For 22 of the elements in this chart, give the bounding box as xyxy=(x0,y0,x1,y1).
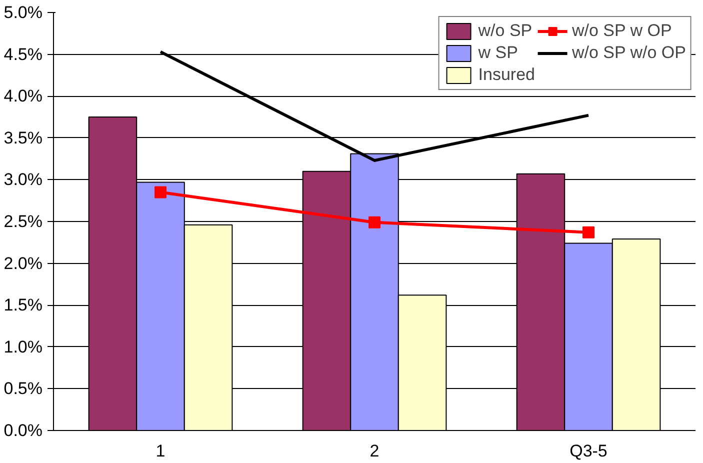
y-tick-label: 1.5% xyxy=(4,296,42,315)
legend-label: Insured xyxy=(478,65,535,85)
legend-label: w SP xyxy=(478,43,518,63)
legend-label: w/o SP w/o OP xyxy=(572,43,686,63)
y-tick-label: 4.5% xyxy=(4,44,42,64)
point xyxy=(154,186,166,198)
point xyxy=(582,226,594,238)
y-tick-label: 0.5% xyxy=(4,379,42,398)
legend-label: w/o SP w OP xyxy=(572,21,672,41)
point xyxy=(368,216,380,228)
y-tick-label: 2.0% xyxy=(4,254,42,273)
y-tick-label: 1.0% xyxy=(4,337,42,356)
y-tick-label: 3.5% xyxy=(4,128,42,148)
y-tick-label: 4.0% xyxy=(4,86,42,106)
y-tick-label: 0.0% xyxy=(4,421,42,440)
legend-label: w/o SP xyxy=(478,21,532,41)
y-tick-label: 3.0% xyxy=(4,170,42,190)
x-tick-label: Q3-5 xyxy=(570,442,608,460)
y-tick-label: 2.5% xyxy=(4,212,42,231)
x-tick-label: 2 xyxy=(370,442,380,460)
x-tick-label: 1 xyxy=(156,442,166,460)
y-tick-label: 5.0% xyxy=(4,3,42,22)
